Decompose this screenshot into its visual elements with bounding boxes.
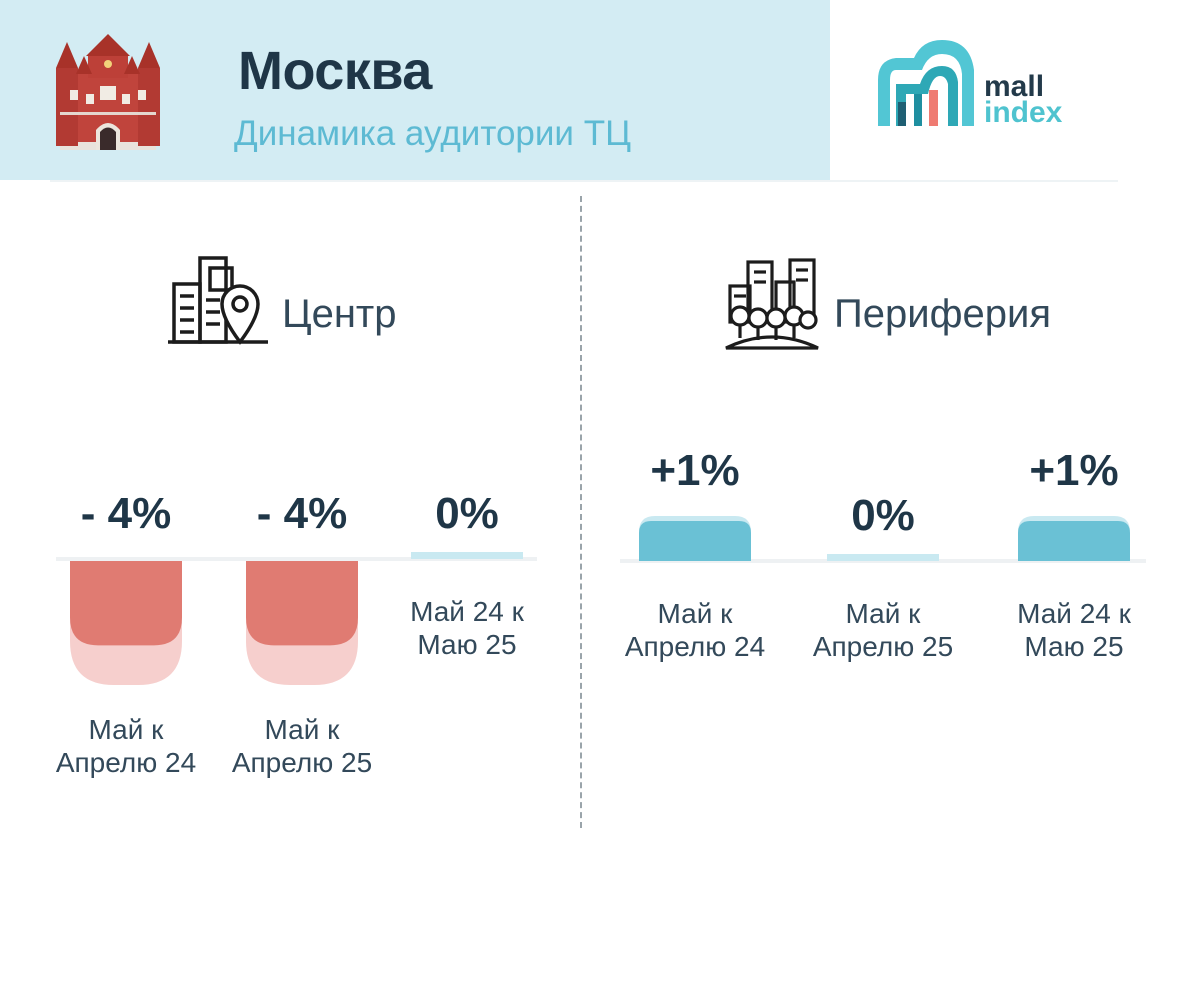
center-category-label-1: Май к Апрелю 25 [231, 714, 373, 778]
mall-index-logo-icon [878, 40, 974, 126]
periphery-category-label-0: Май к Апрелю 24 [624, 598, 766, 662]
kremlin-tower-icon [56, 34, 160, 150]
section-title-center: Центр [282, 292, 397, 336]
logo-word-mall: mall [984, 70, 1045, 103]
page-subtitle: Динамика аудитории ТЦ [234, 114, 631, 153]
header-divider [50, 180, 1118, 182]
periphery-category-label-1: Май к Апрелю 25 [812, 598, 954, 662]
section-title-periphery: Периферия [834, 292, 1051, 336]
periphery-value-label-2: +1% [1029, 446, 1119, 495]
center-value-label-2: 0% [435, 489, 499, 538]
center-bar-1 [246, 561, 358, 646]
center-category-label-0: Май к Апрелю 24 [55, 714, 197, 778]
periphery-value-label-0: +1% [650, 446, 740, 495]
periphery-bar-2 [1018, 521, 1130, 561]
center-value-label-1: - 4% [256, 489, 348, 538]
suburb-buildings-trees-icon [725, 258, 819, 350]
periphery-category-label-2: Май 24 к Маю 25 [1017, 598, 1131, 662]
periphery-value-label-1: 0% [851, 491, 915, 540]
center-bar-0 [70, 561, 182, 646]
section-divider [580, 196, 582, 828]
page-title: Москва [238, 41, 432, 101]
periphery-bar-1 [827, 554, 939, 561]
center-value-label-0: - 4% [80, 489, 172, 538]
center-bar-2 [411, 552, 523, 559]
center-category-label-2: Май 24 к Маю 25 [410, 596, 524, 660]
periphery-bar-0 [639, 521, 751, 561]
city-buildings-pin-icon [168, 256, 268, 345]
logo-word-index: index [984, 96, 1063, 129]
